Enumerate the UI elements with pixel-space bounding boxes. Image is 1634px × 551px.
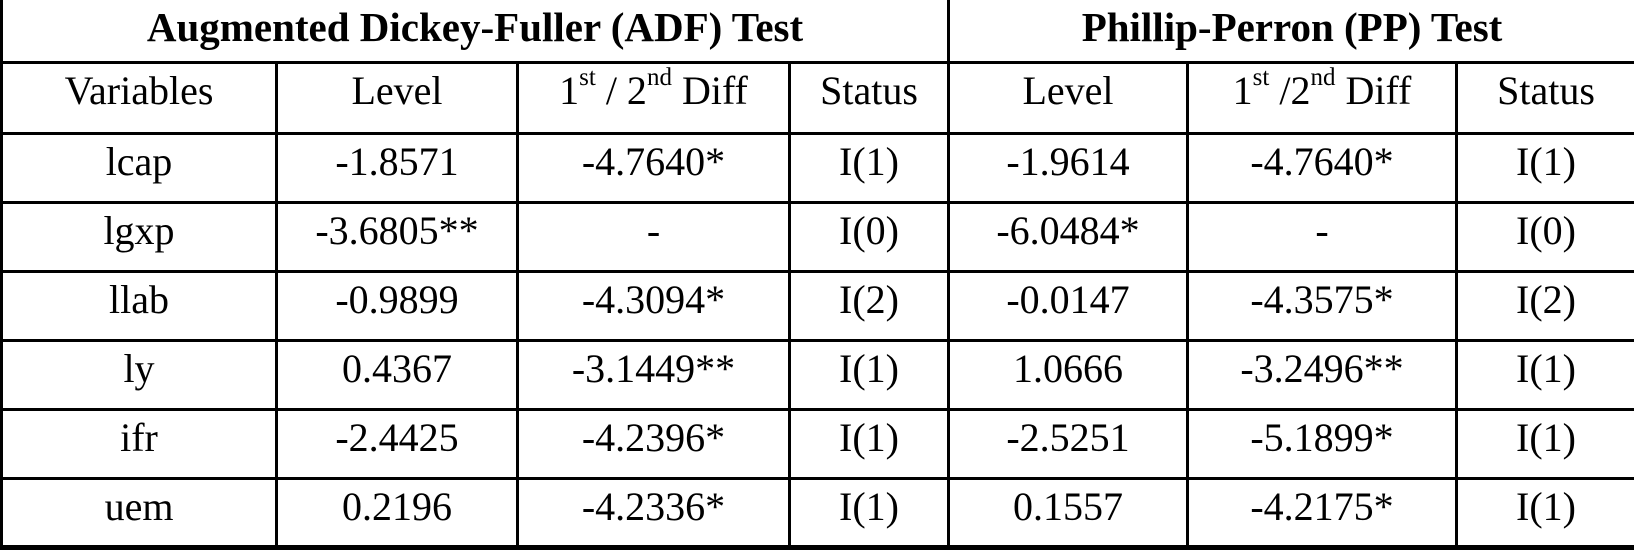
cell-variable: ifr (0, 407, 278, 480)
cell-pp-status: I(1) (1455, 476, 1634, 550)
cell-variable: uem (0, 476, 278, 550)
cell-pp-status: I(2) (1455, 269, 1634, 342)
column-header-row: Variables Level 1st / 2nd Diff Status Le… (0, 60, 1634, 135)
table-row-llab: llab -0.9899 -4.3094* I(2) -0.0147 -4.35… (0, 269, 1634, 342)
adf-diff-column-header: 1st / 2nd Diff (516, 60, 791, 135)
cell-pp-diff: -4.3575* (1186, 269, 1459, 342)
pp-diff-superscript-st: st (1252, 64, 1270, 92)
cell-adf-status: I(1) (787, 131, 951, 204)
cell-adf-diff: -4.2336* (516, 476, 791, 550)
cell-variable: ly (0, 338, 278, 411)
cell-pp-level: -0.0147 (947, 269, 1190, 342)
table-row-lgxp: lgxp -3.6805** - I(0) -6.0484* - I(0) (0, 200, 1634, 273)
cell-pp-level: -1.9614 (947, 131, 1190, 204)
adf-level-column-header: Level (275, 60, 519, 135)
cell-adf-status: I(1) (787, 476, 951, 550)
cell-adf-diff: - (516, 200, 791, 273)
table-row-uem: uem 0.2196 -4.2336* I(1) 0.1557 -4.2175*… (0, 476, 1634, 550)
cell-pp-diff: -4.7640* (1186, 131, 1459, 204)
pp-diff-superscript-nd: nd (1310, 64, 1336, 92)
adf-diff-header-part: Diff (671, 67, 748, 113)
pp-status-column-header: Status (1455, 60, 1634, 135)
cell-adf-level: -1.8571 (275, 131, 519, 204)
pp-section-title: Phillip-Perron (PP) Test (947, 0, 1634, 64)
cell-adf-diff: -3.1449** (516, 338, 791, 411)
cell-pp-status: I(1) (1455, 338, 1634, 411)
cell-pp-diff: -4.2175* (1186, 476, 1459, 550)
cell-adf-level: -0.9899 (275, 269, 519, 342)
cell-pp-diff: -5.1899* (1186, 407, 1459, 480)
cell-adf-diff: -4.3094* (516, 269, 791, 342)
adf-diff-header-part: 1 (559, 67, 580, 113)
pp-diff-column-header: 1st /2nd Diff (1186, 60, 1459, 135)
cell-pp-status: I(1) (1455, 131, 1634, 204)
adf-status-column-header: Status (787, 60, 951, 135)
pp-diff-header-part: /2 (1269, 67, 1311, 113)
pp-diff-header-part: 1 (1232, 67, 1253, 113)
cell-adf-diff: -4.2396* (516, 407, 791, 480)
adf-diff-superscript-nd: nd (646, 64, 672, 92)
cell-pp-level: 0.1557 (947, 476, 1190, 550)
table-row-ly: ly 0.4367 -3.1449** I(1) 1.0666 -3.2496*… (0, 338, 1634, 411)
cell-adf-diff: -4.7640* (516, 131, 791, 204)
pp-level-column-header: Level (947, 60, 1190, 135)
variables-column-header: Variables (0, 60, 278, 135)
cell-adf-status: I(1) (787, 338, 951, 411)
adf-section-title: Augmented Dickey-Fuller (ADF) Test (0, 0, 951, 64)
cell-adf-level: 0.2196 (275, 476, 519, 550)
table-row-ifr: ifr -2.4425 -4.2396* I(1) -2.5251 -5.189… (0, 407, 1634, 480)
cell-pp-level: 1.0666 (947, 338, 1190, 411)
cell-variable: llab (0, 269, 278, 342)
cell-pp-level: -6.0484* (947, 200, 1190, 273)
cell-pp-status: I(1) (1455, 407, 1634, 480)
cell-adf-level: -2.4425 (275, 407, 519, 480)
section-title-row: Augmented Dickey-Fuller (ADF) Test Phill… (0, 0, 1634, 64)
cell-variable: lcap (0, 131, 278, 204)
cell-variable: lgxp (0, 200, 278, 273)
pp-diff-header-part: Diff (1335, 67, 1412, 113)
cell-pp-diff: -3.2496** (1186, 338, 1459, 411)
adf-diff-superscript-st: st (579, 64, 596, 92)
cell-adf-status: I(1) (787, 407, 951, 480)
table-row-lcap: lcap -1.8571 -4.7640* I(1) -1.9614 -4.76… (0, 131, 1634, 204)
cell-pp-status: I(0) (1455, 200, 1634, 273)
cell-adf-level: 0.4367 (275, 338, 519, 411)
cell-adf-status: I(0) (787, 200, 951, 273)
cell-pp-level: -2.5251 (947, 407, 1190, 480)
adf-diff-header-part: / 2 (595, 67, 647, 113)
cell-adf-level: -3.6805** (275, 200, 519, 273)
cell-pp-diff: - (1186, 200, 1459, 273)
cell-adf-status: I(2) (787, 269, 951, 342)
